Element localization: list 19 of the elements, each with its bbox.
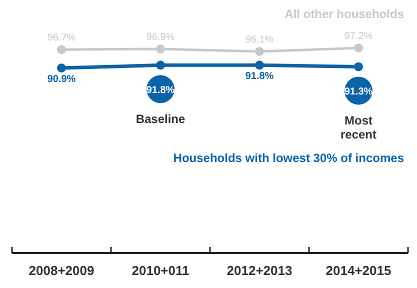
data-label: 91.3% (344, 86, 373, 98)
data-label: 91.8% (146, 85, 175, 96)
point (156, 60, 165, 70)
x-tick-label: 2010+011 (132, 263, 190, 278)
point (255, 46, 264, 56)
x-tick-label: 2008+2009 (28, 263, 94, 278)
point (57, 64, 66, 72)
text: Baseline (136, 112, 186, 126)
text: Households with lowest 30% of incomes (173, 151, 404, 165)
point (156, 44, 165, 54)
text: Most recent (340, 114, 377, 142)
x-tick-label: 2012+2013 (226, 263, 292, 278)
point (354, 44, 363, 52)
point (57, 45, 66, 54)
point (354, 62, 363, 72)
data-label: 90.9% (47, 74, 76, 85)
x-tick-label: 2014+2015 (326, 263, 392, 278)
data-label: 91.8% (245, 71, 274, 82)
point (255, 60, 264, 70)
